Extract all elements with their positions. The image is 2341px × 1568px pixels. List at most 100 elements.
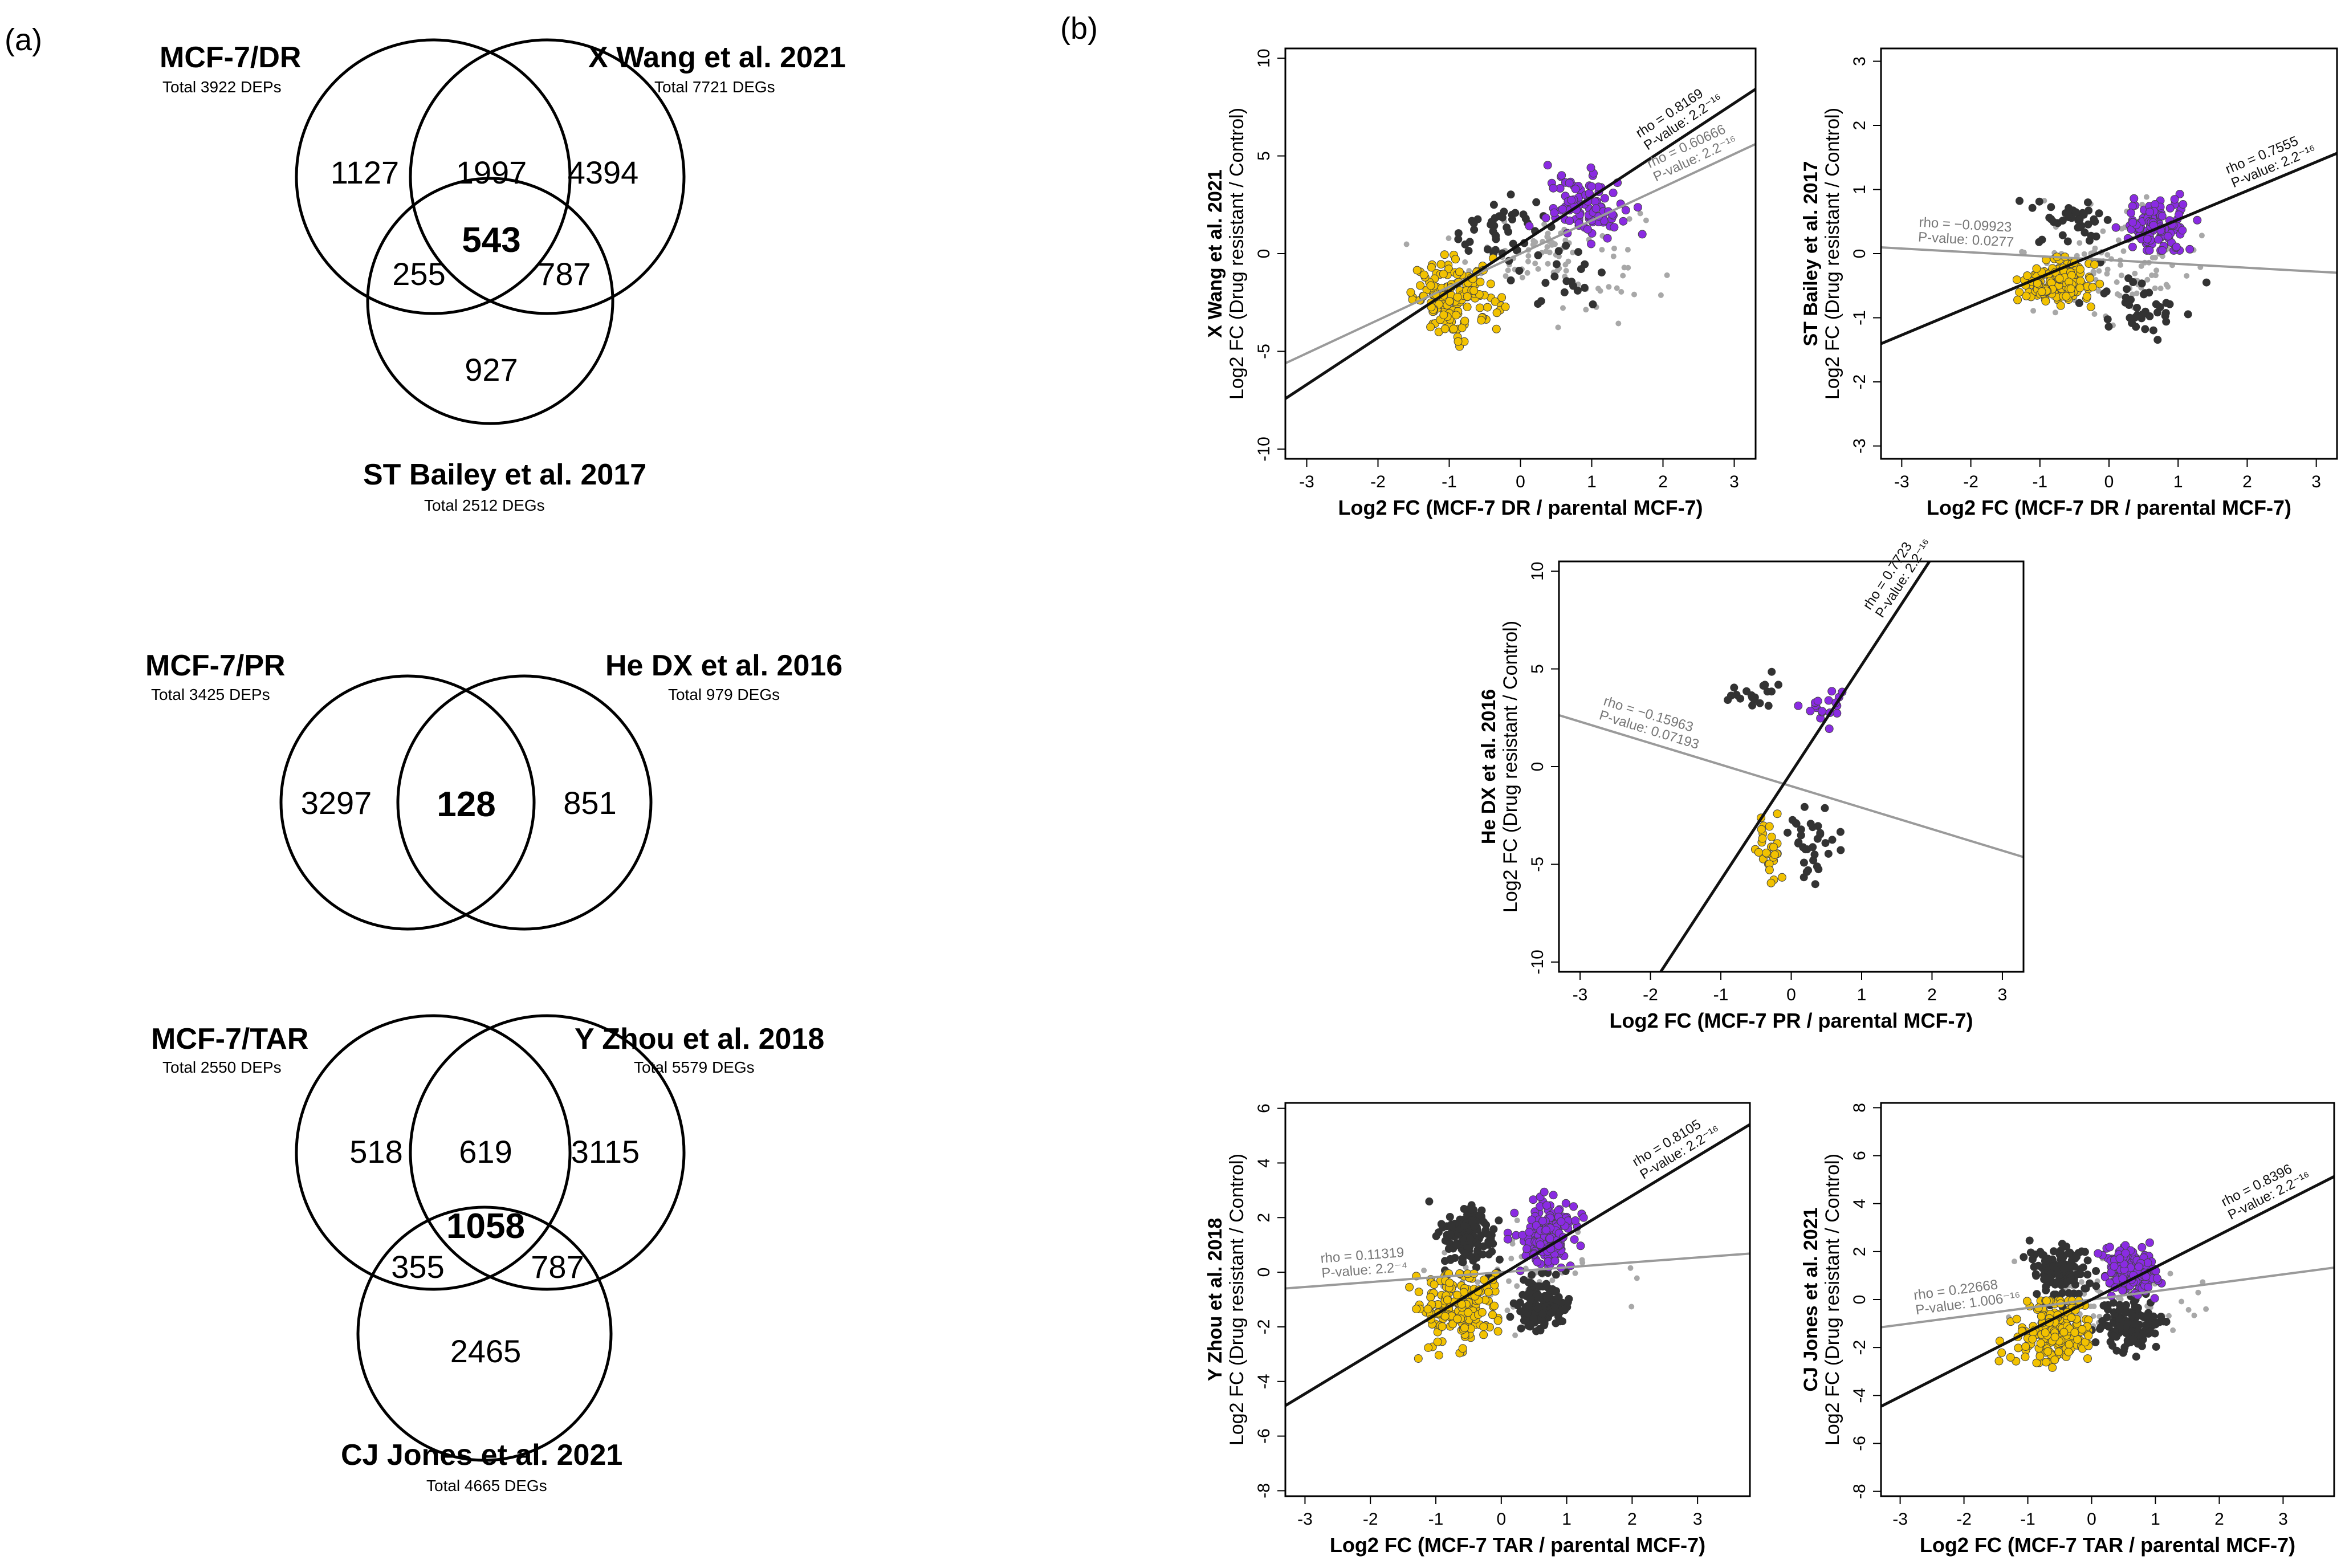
point-grey: [2091, 1304, 2097, 1309]
point-dark: [1466, 1235, 1475, 1243]
point-grey: [2144, 276, 2151, 283]
point-yellow: [1754, 848, 1763, 857]
y-axis-label-dataset: Y Zhou et al. 2018: [1204, 1218, 1226, 1382]
point-grey: [1512, 1332, 1518, 1338]
point-dark: [2086, 1279, 2094, 1288]
venn-tar-circle-b: [409, 1014, 686, 1291]
point-yellow: [2021, 1353, 2030, 1362]
point-grey: [1556, 253, 1562, 259]
venn-dr-set-b-total: Total 7721 DEGs: [654, 78, 775, 96]
point-grey: [2104, 271, 2110, 277]
x-axis-label: Log2 FC (MCF-7 TAR / parental MCF-7): [1330, 1533, 1705, 1557]
y-tick-label: 6: [1850, 1151, 1869, 1160]
point-purple: [1522, 1244, 1531, 1253]
x-tick-label: 3: [1998, 985, 2008, 1004]
x-tick-label: 0: [1786, 985, 1796, 1004]
point-dark: [2119, 1347, 2128, 1355]
point-grey: [2118, 272, 2124, 279]
point-grey: [2078, 1279, 2084, 1285]
point-dark: [2035, 238, 2043, 246]
point-dark: [2149, 326, 2157, 335]
point-yellow: [1440, 1312, 1450, 1321]
point-grey: [1606, 284, 1612, 290]
point-grey: [1403, 241, 1410, 247]
point-grey: [1631, 291, 1637, 298]
point-dark: [1534, 1304, 1542, 1313]
point-grey: [1627, 1265, 1634, 1271]
point-grey: [1519, 274, 1525, 280]
point-purple: [1583, 225, 1592, 234]
point-dark: [1761, 681, 1769, 689]
point-dark: [1821, 839, 1830, 848]
point-dark: [2161, 312, 2169, 320]
point-purple: [2172, 242, 2181, 251]
point-dark: [1768, 667, 1776, 676]
point-dark: [1470, 1223, 1479, 1231]
point-yellow: [2055, 274, 2064, 283]
point-dark: [2104, 323, 2113, 331]
point-dark: [1525, 1301, 1533, 1309]
point-yellow: [2050, 1355, 2059, 1365]
point-yellow: [1997, 1348, 2006, 1357]
point-grey: [2191, 1312, 2197, 1318]
point-grey: [2095, 288, 2102, 294]
points-hedx: [1559, 561, 2024, 972]
point-dark: [2038, 1251, 2046, 1259]
y-tick-label: -10: [1528, 950, 1547, 974]
point-yellow: [1451, 255, 1460, 264]
point-yellow: [1439, 311, 1448, 319]
point-dark: [2151, 1320, 2160, 1329]
scatter-zhou: -3 -2 -1 0 1 2 3 -8 -6 -4 -2 0 2 4 6 Log2 FC (MCF-7 TAR…: [1204, 1102, 1751, 1557]
point-purple: [1558, 205, 1567, 214]
point-yellow: [1405, 1282, 1414, 1292]
point-yellow: [2067, 1313, 2076, 1322]
point-purple: [1827, 687, 1837, 696]
point-dark: [1425, 1197, 1434, 1205]
point-dark: [1564, 1298, 1572, 1306]
point-yellow: [2037, 1312, 2046, 1321]
point-dark: [2099, 1301, 2108, 1310]
point-dark: [1529, 1314, 1538, 1322]
point-yellow: [2006, 1353, 2015, 1362]
point-purple: [2170, 195, 2179, 204]
venn-tar-labels: MCF-7/TAR Total 2550 DEPs Y Zhou et al. …: [151, 1023, 824, 1494]
y-axis-label: Log2 FC (Drug resistant / Control): [1500, 621, 1521, 913]
point-purple: [1610, 223, 1619, 232]
point-dark: [1577, 265, 1585, 274]
venn-tar-set-c-total: Total 4665 DEGs: [426, 1477, 547, 1494]
venn-dr-circle-b: [409, 38, 686, 315]
point-dark: [2162, 299, 2171, 307]
point-dark: [1537, 297, 1545, 306]
point-grey: [2118, 262, 2124, 268]
x-tick-label: 0: [1516, 473, 1525, 491]
y-tick-label: 0: [1850, 1295, 1869, 1305]
point-yellow: [1492, 308, 1501, 317]
point-dark: [2025, 1236, 2034, 1245]
point-yellow: [1419, 270, 1428, 279]
point-grey: [1664, 272, 1670, 278]
point-grey: [2134, 290, 2140, 296]
point-dark: [2132, 1319, 2140, 1327]
point-dark: [1432, 1232, 1440, 1240]
point-grey: [1572, 1270, 1578, 1276]
point-dark: [1534, 1282, 1543, 1290]
x-tick-label: -3: [1573, 985, 1588, 1004]
point-purple: [2185, 245, 2195, 254]
point-purple: [2152, 1274, 2161, 1283]
y-axis-label-dataset: CJ Jones et al. 2021: [1800, 1207, 1822, 1391]
point-dark: [2065, 1289, 2073, 1297]
point-yellow: [2014, 1343, 2023, 1353]
y-tick-label: -5: [1255, 344, 1273, 359]
venn-pr-region-ab: 128: [437, 785, 495, 824]
venn-tar-region-bc: 787: [531, 1249, 584, 1285]
venn-tar-region-a: 518: [349, 1134, 402, 1170]
point-grey: [1583, 307, 1589, 313]
point-dark: [2062, 1243, 2071, 1251]
point-dark: [2071, 208, 2080, 217]
point-purple: [1543, 161, 1552, 170]
x-tick-label: -2: [1643, 985, 1658, 1004]
point-grey: [1625, 247, 1631, 253]
y-tick-label: 4: [1850, 1199, 1869, 1208]
point-purple: [1833, 708, 1842, 718]
x-tick-label: 1: [1562, 1510, 1571, 1529]
